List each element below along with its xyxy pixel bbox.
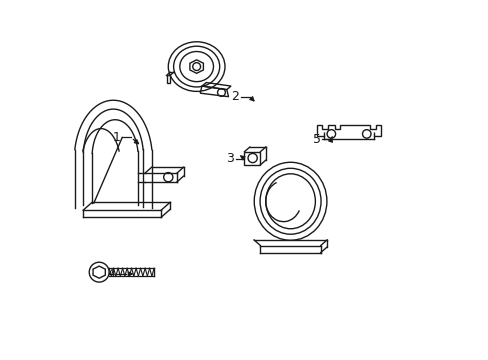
Text: 1: 1 [112,131,120,144]
Text: 4: 4 [107,267,115,280]
Text: 2: 2 [231,90,239,103]
Text: 5: 5 [312,133,320,146]
Text: 3: 3 [225,152,233,165]
